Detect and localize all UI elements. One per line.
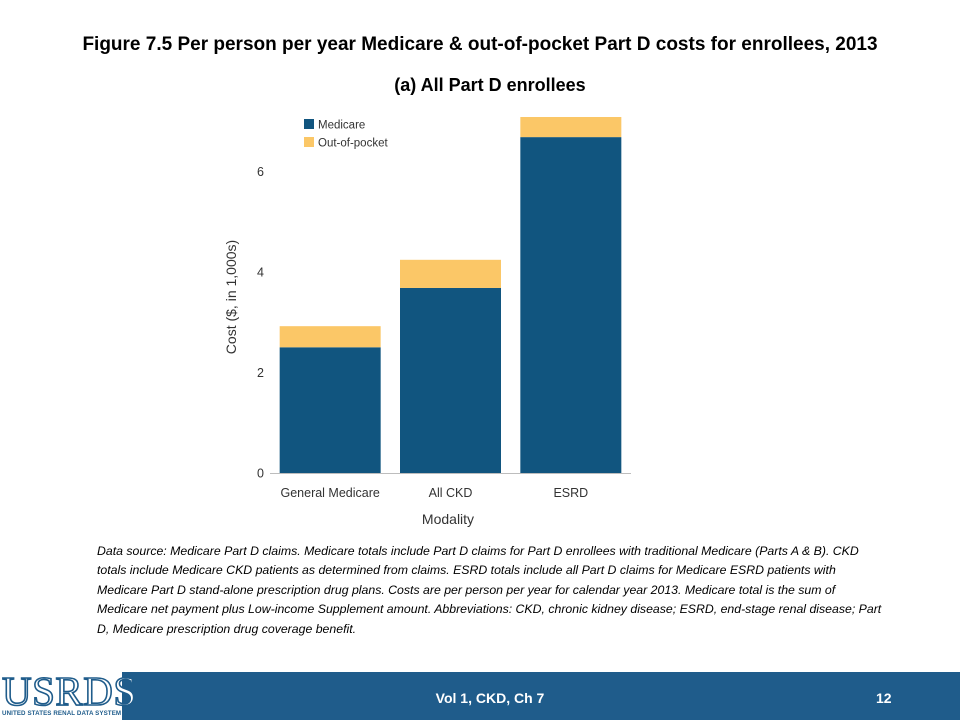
usrds-logo: USRDS UNITED STATES RENAL DATA SYSTEM (0, 667, 137, 720)
y-tick-label: 4 (257, 265, 264, 279)
y-axis-label: Cost ($, in 1,000s) (223, 240, 239, 354)
chart-title: (a) All Part D enrollees (394, 75, 586, 95)
legend-label: Medicare (318, 120, 365, 132)
bar-medicare-esrd (520, 137, 622, 474)
footer-volume-label: Vol 1, CKD, Ch 7 (435, 690, 545, 706)
y-tick-label: 0 (257, 467, 264, 481)
logo-subtext: UNITED STATES RENAL DATA SYSTEM (2, 710, 122, 717)
bar-medicare-all-ckd (400, 287, 501, 473)
x-axis-label: Modality (422, 511, 474, 527)
logo-wordmark: USRDS (1, 667, 137, 715)
legend-swatch (304, 137, 314, 147)
legend-label: Out-of-pocket (318, 138, 388, 150)
page-number: 12 (876, 690, 892, 706)
legend-swatch (304, 119, 314, 129)
y-tick-label: 2 (257, 366, 264, 380)
x-tick-label: ESRD (553, 486, 588, 500)
footer-bar (0, 672, 960, 720)
data-source-note: Data source: Medicare Part D claims. Med… (97, 544, 882, 636)
bar-out-of-pocket-esrd (520, 117, 622, 138)
bar-out-of-pocket-all-ckd (400, 259, 501, 288)
y-tick-label: 6 (257, 165, 264, 179)
figure-title: Figure 7.5 Per person per year Medicare … (82, 34, 878, 55)
x-tick-label: All CKD (429, 486, 473, 500)
bar-medicare-general-medicare (279, 347, 381, 473)
stacked-bar-chart: General Medicare All CKD ESRD 0 2 4 6 Medicar… (223, 117, 631, 527)
x-tick-label: General Medicare (280, 486, 379, 500)
bar-out-of-pocket-general-medicare (279, 326, 381, 348)
